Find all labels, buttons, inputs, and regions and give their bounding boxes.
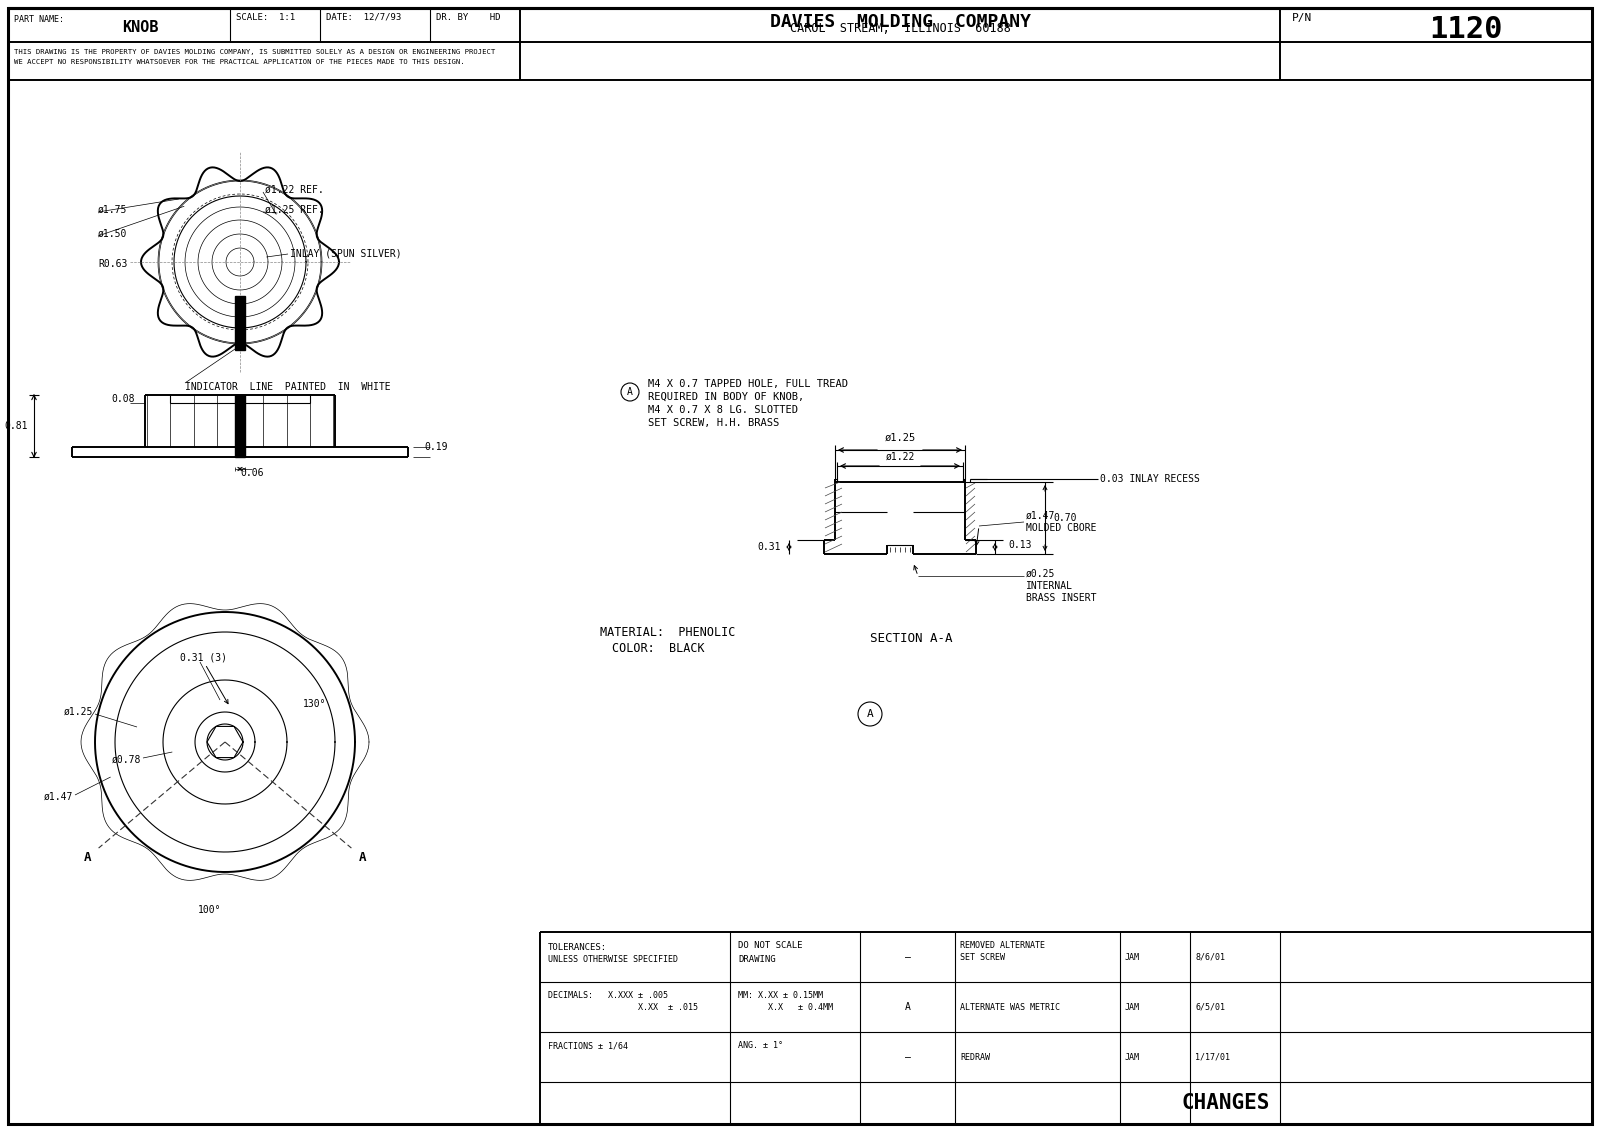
Text: MOLDED CBORE: MOLDED CBORE [1026, 523, 1096, 533]
Text: 0.08: 0.08 [112, 394, 134, 404]
Text: JAM: JAM [1125, 1053, 1139, 1062]
Text: REMOVED ALTERNATE: REMOVED ALTERNATE [960, 942, 1045, 951]
Text: MM: X.XX ± 0.15MM: MM: X.XX ± 0.15MM [738, 992, 822, 1001]
Text: 0.70: 0.70 [1053, 513, 1077, 523]
Text: SCALE:  1:1: SCALE: 1:1 [237, 12, 294, 22]
Text: DR. BY    HD: DR. BY HD [435, 12, 501, 22]
Text: –: – [904, 952, 910, 962]
Text: ø1.22 REF.: ø1.22 REF. [266, 185, 323, 195]
Text: ø1.50: ø1.50 [98, 229, 128, 239]
Text: M4 X 0.7 X 8 LG. SLOTTED: M4 X 0.7 X 8 LG. SLOTTED [648, 405, 798, 415]
Text: DATE:  12/7/93: DATE: 12/7/93 [326, 12, 402, 22]
Text: 8/6/01: 8/6/01 [1195, 952, 1226, 961]
Text: 0.19: 0.19 [424, 441, 448, 452]
Text: A: A [83, 851, 91, 864]
Text: 0.31 (3): 0.31 (3) [179, 652, 227, 662]
Text: REQUIRED IN BODY OF KNOB,: REQUIRED IN BODY OF KNOB, [648, 392, 805, 402]
Text: CAROL  STREAM,  ILLINOIS  60188: CAROL STREAM, ILLINOIS 60188 [789, 22, 1011, 34]
Text: KNOB: KNOB [122, 19, 158, 34]
Text: TOLERANCES:: TOLERANCES: [547, 943, 606, 952]
Text: JAM: JAM [1125, 1003, 1139, 1012]
Text: P/N: P/N [1293, 12, 1312, 23]
Text: DO NOT SCALE: DO NOT SCALE [738, 942, 803, 951]
Text: 130°: 130° [302, 698, 326, 709]
Text: A: A [358, 851, 366, 864]
Text: MATERIAL:  PHENOLIC: MATERIAL: PHENOLIC [600, 626, 736, 638]
Text: UNLESS OTHERWISE SPECIFIED: UNLESS OTHERWISE SPECIFIED [547, 955, 678, 964]
Text: SET SCREW: SET SCREW [960, 953, 1005, 962]
Text: DAVIES  MOLDING  COMPANY: DAVIES MOLDING COMPANY [770, 12, 1030, 31]
Text: X.XX  ± .015: X.XX ± .015 [547, 1003, 698, 1012]
Text: REDRAW: REDRAW [960, 1053, 990, 1062]
Text: 0.81: 0.81 [5, 421, 27, 431]
Text: ø1.47: ø1.47 [1026, 511, 1056, 521]
Text: PART NAME:: PART NAME: [14, 15, 64, 24]
Text: 1/17/01: 1/17/01 [1195, 1053, 1230, 1062]
Text: BRASS INSERT: BRASS INSERT [1026, 593, 1096, 603]
Text: 0.13: 0.13 [1008, 540, 1032, 550]
Bar [235, 295, 245, 350]
Text: ANG. ± 1°: ANG. ± 1° [738, 1041, 782, 1050]
Text: ALTERNATE WAS METRIC: ALTERNATE WAS METRIC [960, 1003, 1059, 1012]
Text: ø1.75: ø1.75 [98, 205, 128, 215]
Text: INDICATOR  LINE  PAINTED  IN  WHITE: INDICATOR LINE PAINTED IN WHITE [186, 381, 390, 392]
Bar [235, 395, 245, 457]
Text: 1120: 1120 [1429, 16, 1502, 44]
Text: THIS DRAWING IS THE PROPERTY OF DAVIES MOLDING COMPANY, IS SUBMITTED SOLELY AS A: THIS DRAWING IS THE PROPERTY OF DAVIES M… [14, 49, 496, 55]
Text: X.X   ± 0.4MM: X.X ± 0.4MM [738, 1003, 834, 1012]
Text: A: A [867, 709, 874, 719]
Text: INTERNAL: INTERNAL [1026, 581, 1074, 591]
Text: WE ACCEPT NO RESPONSIBILITY WHATSOEVER FOR THE PRACTICAL APPLICATION OF THE PIEC: WE ACCEPT NO RESPONSIBILITY WHATSOEVER F… [14, 59, 464, 65]
Text: SECTION A-A: SECTION A-A [870, 633, 952, 645]
Text: ø1.25: ø1.25 [885, 434, 915, 443]
Text: 0.06: 0.06 [240, 468, 264, 478]
Text: JAM: JAM [1125, 952, 1139, 961]
Text: FRACTIONS ± 1/64: FRACTIONS ± 1/64 [547, 1041, 627, 1050]
Text: 100°: 100° [198, 904, 222, 915]
Text: ø1.25: ø1.25 [64, 708, 93, 717]
Text: ø1.47: ø1.47 [43, 792, 74, 801]
Text: ø1.22: ø1.22 [885, 452, 915, 462]
Text: R0.63: R0.63 [98, 259, 128, 269]
Text: DECIMALS:   X.XXX ± .005: DECIMALS: X.XXX ± .005 [547, 992, 669, 1001]
Text: 0.03 INLAY RECESS: 0.03 INLAY RECESS [1101, 474, 1200, 484]
Text: ø0.25: ø0.25 [1026, 569, 1056, 578]
Text: 0.31: 0.31 [757, 542, 781, 552]
Text: M4 X 0.7 TAPPED HOLE, FULL TREAD: M4 X 0.7 TAPPED HOLE, FULL TREAD [648, 379, 848, 389]
Text: DRAWING: DRAWING [738, 955, 776, 964]
Text: ø0.78: ø0.78 [112, 755, 141, 765]
Text: CHANGES: CHANGES [1182, 1094, 1270, 1113]
Text: –: – [904, 1052, 910, 1062]
Text: 6/5/01: 6/5/01 [1195, 1003, 1226, 1012]
Text: COLOR:  BLACK: COLOR: BLACK [611, 642, 704, 654]
Text: SET SCREW, H.H. BRASS: SET SCREW, H.H. BRASS [648, 418, 779, 428]
Text: A: A [627, 387, 634, 397]
Text: ø1.25 REF.: ø1.25 REF. [266, 205, 323, 215]
Text: INLAY (SPUN SILVER): INLAY (SPUN SILVER) [290, 249, 402, 259]
Text: A: A [904, 1002, 910, 1012]
